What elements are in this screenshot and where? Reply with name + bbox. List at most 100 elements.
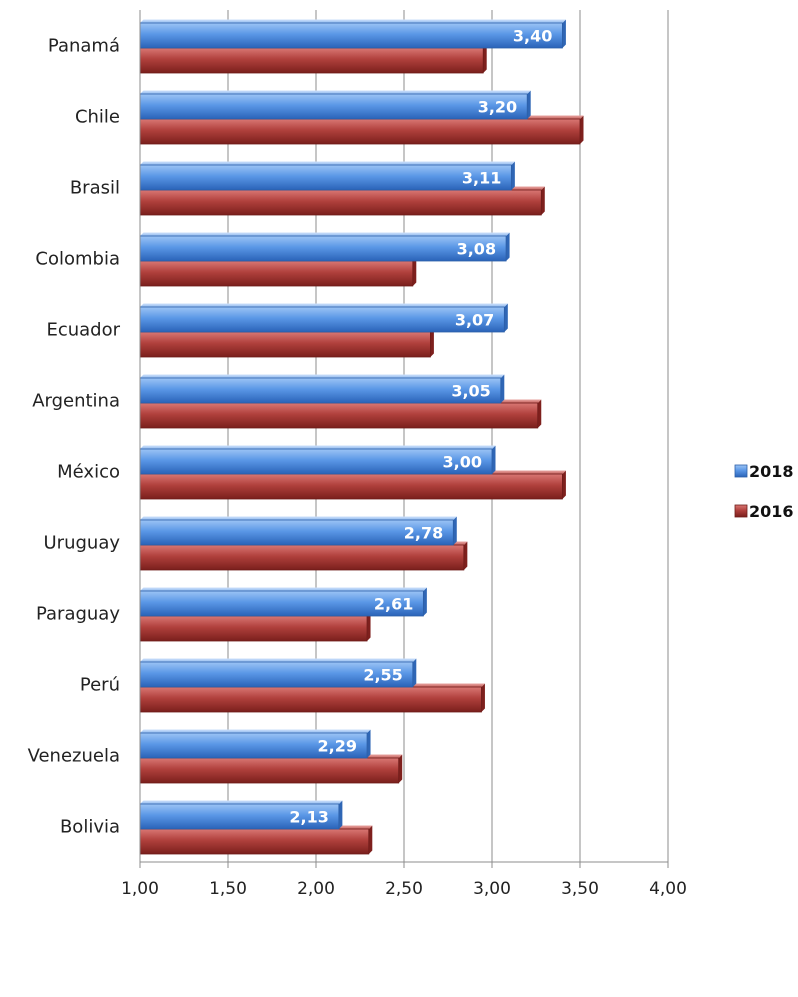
bar-2018-cap [506,232,510,261]
bar-2018-cap [367,729,371,758]
bar-2016 [139,825,373,855]
bar-2018-top [140,658,417,662]
bar-2016-cap [562,470,566,499]
bar-2016 [139,541,468,571]
bar-2018-face [139,235,507,262]
bar-2016 [139,44,487,74]
bar-2018-cap [412,658,417,687]
bar-2016-cap [481,683,485,712]
bar-2016-cap [430,328,434,357]
bar-2018-face [139,377,502,404]
bar-2018-cap [492,445,496,474]
bar-2018-cap [511,161,515,190]
bar-2016-face [139,402,539,429]
bar-2018-face [139,164,512,191]
x-tick-label: 1,00 [121,879,159,899]
bar-2018-face [139,661,414,688]
x-tick-label: 2,50 [385,879,423,899]
x-tick-label: 3,50 [561,879,599,899]
bar-2018-top [140,232,510,236]
bar-2016-face [139,828,370,855]
bar-2018-cap [500,374,505,403]
bar-2018-top [140,587,427,591]
bar-2018-cap [453,516,457,545]
labels: 3,40 Panamá 3,20 Chile 3,11 Brasil 3,08 Colombi… [28,27,553,838]
bar-2016-face [139,615,368,642]
bar-2018-cap [504,303,508,332]
bar-2016-cap [398,754,403,783]
category-label: Bolivia [60,817,120,838]
bar-2016-face [139,118,581,145]
bar-2018 [139,232,510,262]
axes: 1,00 1,50 2,00 2,50 3,00 3,50 4,00 [121,10,687,899]
bar-2018-top [140,161,515,165]
bar-2018-cap [527,90,531,119]
category-label: Chile [75,107,120,128]
bar-2016-face [139,757,400,784]
bar-2016-cap [367,612,371,641]
bar-2016 [139,399,542,429]
category-label: Paraguay [36,604,120,625]
data-label-2018: 3,11 [462,169,501,188]
data-label-2018: 3,07 [455,311,494,330]
bar-2016-face [139,260,414,287]
bar-2018-top [140,19,566,23]
bar-2016-cap [580,115,584,144]
legend: 2018 2016 [734,462,794,521]
bar-2018 [139,658,417,688]
bar-2016-cap [463,541,468,570]
gridlines [139,10,669,862]
bar-2018 [139,729,371,759]
data-label-2018: 2,55 [363,666,402,685]
bar-2018-cap [562,19,566,48]
bar-2016 [139,186,545,216]
bar-2018 [139,516,457,546]
x-tick-label: 3,00 [473,879,511,899]
bar-2018-top [140,303,508,307]
bar-2016-face [139,686,482,713]
bar-2018-top [140,729,371,733]
bar-2016 [139,612,371,642]
data-label-2018: 3,08 [457,240,496,259]
x-tick-label: 2,00 [297,879,335,899]
category-label: Uruguay [44,533,121,554]
bar-2016-face [139,47,484,74]
data-label-2018: 3,20 [478,98,517,117]
bar-2018-face [139,448,493,475]
bar-2018-top [140,374,505,378]
data-label-2018: 2,29 [318,737,357,756]
legend-label-2016: 2016 [749,502,794,521]
category-label: Panamá [48,36,120,57]
bar-2018 [139,303,508,333]
bar-2018 [139,587,427,617]
bar-2018-top [140,90,531,94]
bar-2018-face [139,803,340,830]
bar-2018-top [140,800,343,804]
category-label: Ecuador [46,320,120,341]
legend-label-2018: 2018 [749,462,794,481]
bar-2018 [139,161,515,191]
category-label: Perú [80,675,120,696]
data-label-2018: 2,13 [289,808,328,827]
bar-2018 [139,90,531,120]
bar-2016 [139,115,584,145]
bar-2016 [139,683,485,713]
bar-2016-cap [483,44,487,73]
bar-2018-top [140,445,496,449]
bar-2016 [139,257,417,287]
bar-2016-face [139,189,542,216]
bar-2016-face [139,544,465,571]
category-label: Argentina [32,391,120,412]
bar-2018 [139,445,496,475]
category-label: México [57,462,120,483]
data-label-2018: 3,05 [451,382,490,401]
category-label: Brasil [70,178,120,199]
legend-swatch-2016 [734,504,748,518]
bar-2016-cap [537,399,542,428]
bar-2018-face [139,732,368,759]
bar-2016-cap [412,257,417,286]
bar-2018-face [139,590,424,617]
bar-2016 [139,328,434,358]
data-label-2018: 3,40 [513,27,552,46]
